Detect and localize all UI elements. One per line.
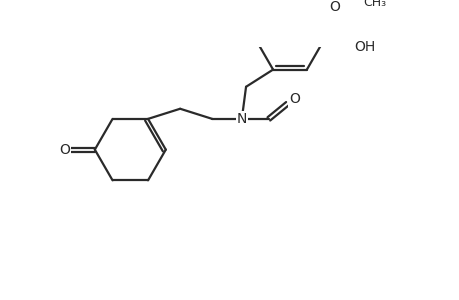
Text: CH₃: CH₃: [363, 0, 386, 9]
Text: O: O: [288, 92, 299, 106]
Text: OH: OH: [353, 40, 375, 54]
Text: O: O: [329, 0, 340, 14]
Text: O: O: [59, 142, 70, 157]
Text: N: N: [236, 112, 246, 126]
